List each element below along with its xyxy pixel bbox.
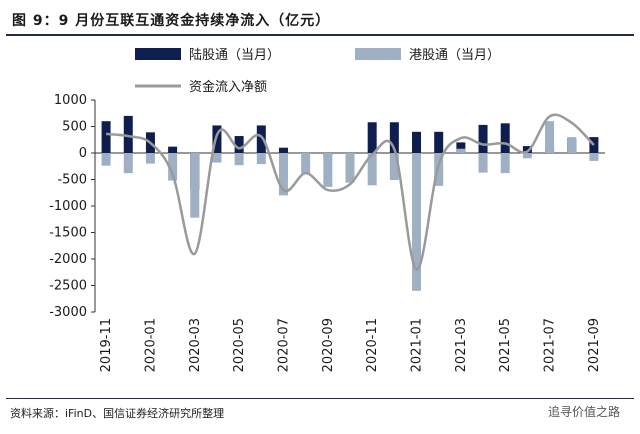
bar-southbound [168,153,178,181]
x-tick-label: 2019-11 [99,318,114,372]
y-tick-label: 1000 [54,93,87,108]
y-tick-label: 500 [62,120,87,135]
x-tick-label: 2021-09 [587,318,602,372]
chart-area: 陆股通（当月） 港股通（当月） 资金流入净额 1000 500 0 -500 -1000 -1… [0,36,640,396]
bar-southbound [434,153,444,186]
bar-southbound [389,153,399,181]
bar-southbound [323,153,333,187]
bar-northbound [367,122,377,153]
y-tick-label: -2000 [49,252,87,267]
x-tick-label: 2021-01 [410,318,425,372]
x-tick-label: 2020-03 [188,318,203,372]
figure-title: 图 9：9 月份互联互通资金持续净流入（亿元） [12,13,331,29]
bar-northbound [412,131,422,153]
bar-southbound [212,153,222,163]
figure-footer: 资料来源：iFinD、国信证券经济研究所整理 追寻价值之路 [6,398,634,429]
bar-southbound [589,153,599,161]
y-tick-label: -1000 [49,199,87,214]
bar-northbound [212,125,222,153]
bar-southbound [567,137,577,153]
y-tick-label: -2500 [49,279,87,294]
legend-label-southbound: 港股通（当月） [409,48,500,63]
x-tick-label: 2020-05 [232,318,247,372]
chart-bars [101,115,599,291]
legend-label-northbound: 陆股通（当月） [189,47,280,63]
bar-northbound [234,136,244,153]
chart-svg: 陆股通（当月） 港股通（当月） 资金流入净额 1000 500 0 -500 -1000 -1… [49,47,605,372]
bar-northbound [478,124,488,153]
y-tick-label: -3000 [49,305,87,320]
bar-southbound [545,121,555,153]
bar-southbound [522,153,532,159]
bar-northbound [500,123,510,153]
x-tick-label: 2021-05 [498,318,513,372]
bar-southbound [456,148,466,153]
x-tick-label: 2020-01 [143,318,158,372]
bar-northbound [101,121,111,153]
bar-northbound [522,146,532,153]
legend-swatch-northbound [135,48,181,60]
bar-northbound [168,146,178,153]
y-tick-label: -1500 [49,226,87,241]
bar-southbound [412,153,422,291]
chart-xticks: 2019-11 2020-01 2020-03 2020-05 2020-07 2020-… [99,318,602,372]
x-tick-label: 2021-07 [543,318,558,372]
x-tick-label: 2020-07 [276,318,291,372]
bar-southbound [500,153,510,174]
x-tick-label: 2020-11 [365,318,380,372]
source-note: 资料来源：iFinD、国信证券经济研究所整理 [10,407,225,420]
bar-southbound [256,153,266,165]
bar-southbound [145,153,155,164]
x-tick-label: 2020-09 [321,318,336,372]
legend-swatch-southbound [355,48,401,60]
legend-label-netflow: 资金流入净额 [189,79,267,95]
bar-southbound [345,153,355,183]
x-tick-label: 2021-03 [454,318,469,372]
bar-southbound [123,153,133,174]
bar-southbound [478,153,488,173]
bar-southbound [367,153,377,186]
bar-northbound [123,115,133,153]
bar-southbound [190,153,200,218]
bar-northbound [256,125,266,153]
chart-axes: 1000 500 0 -500 -1000 -1500 -2000 -2500 -3000 [49,93,605,320]
bar-northbound [434,131,444,153]
bar-northbound [278,147,288,153]
bar-southbound [278,153,288,196]
netflow-line [105,113,595,271]
bar-northbound [389,122,399,153]
y-tick-label: 0 [79,146,87,161]
bar-northbound [456,142,466,153]
figure-header: 图 9：9 月份互联互通资金持续净流入（亿元） [6,4,634,36]
bar-southbound [301,153,311,174]
watermark-text: 追寻价值之路 [547,405,620,419]
chart-line [105,113,595,271]
bar-southbound [234,153,244,166]
chart-legend: 陆股通（当月） 港股通（当月） 资金流入净额 [135,47,500,95]
bar-southbound [101,153,111,166]
y-tick-label: -500 [57,173,87,188]
